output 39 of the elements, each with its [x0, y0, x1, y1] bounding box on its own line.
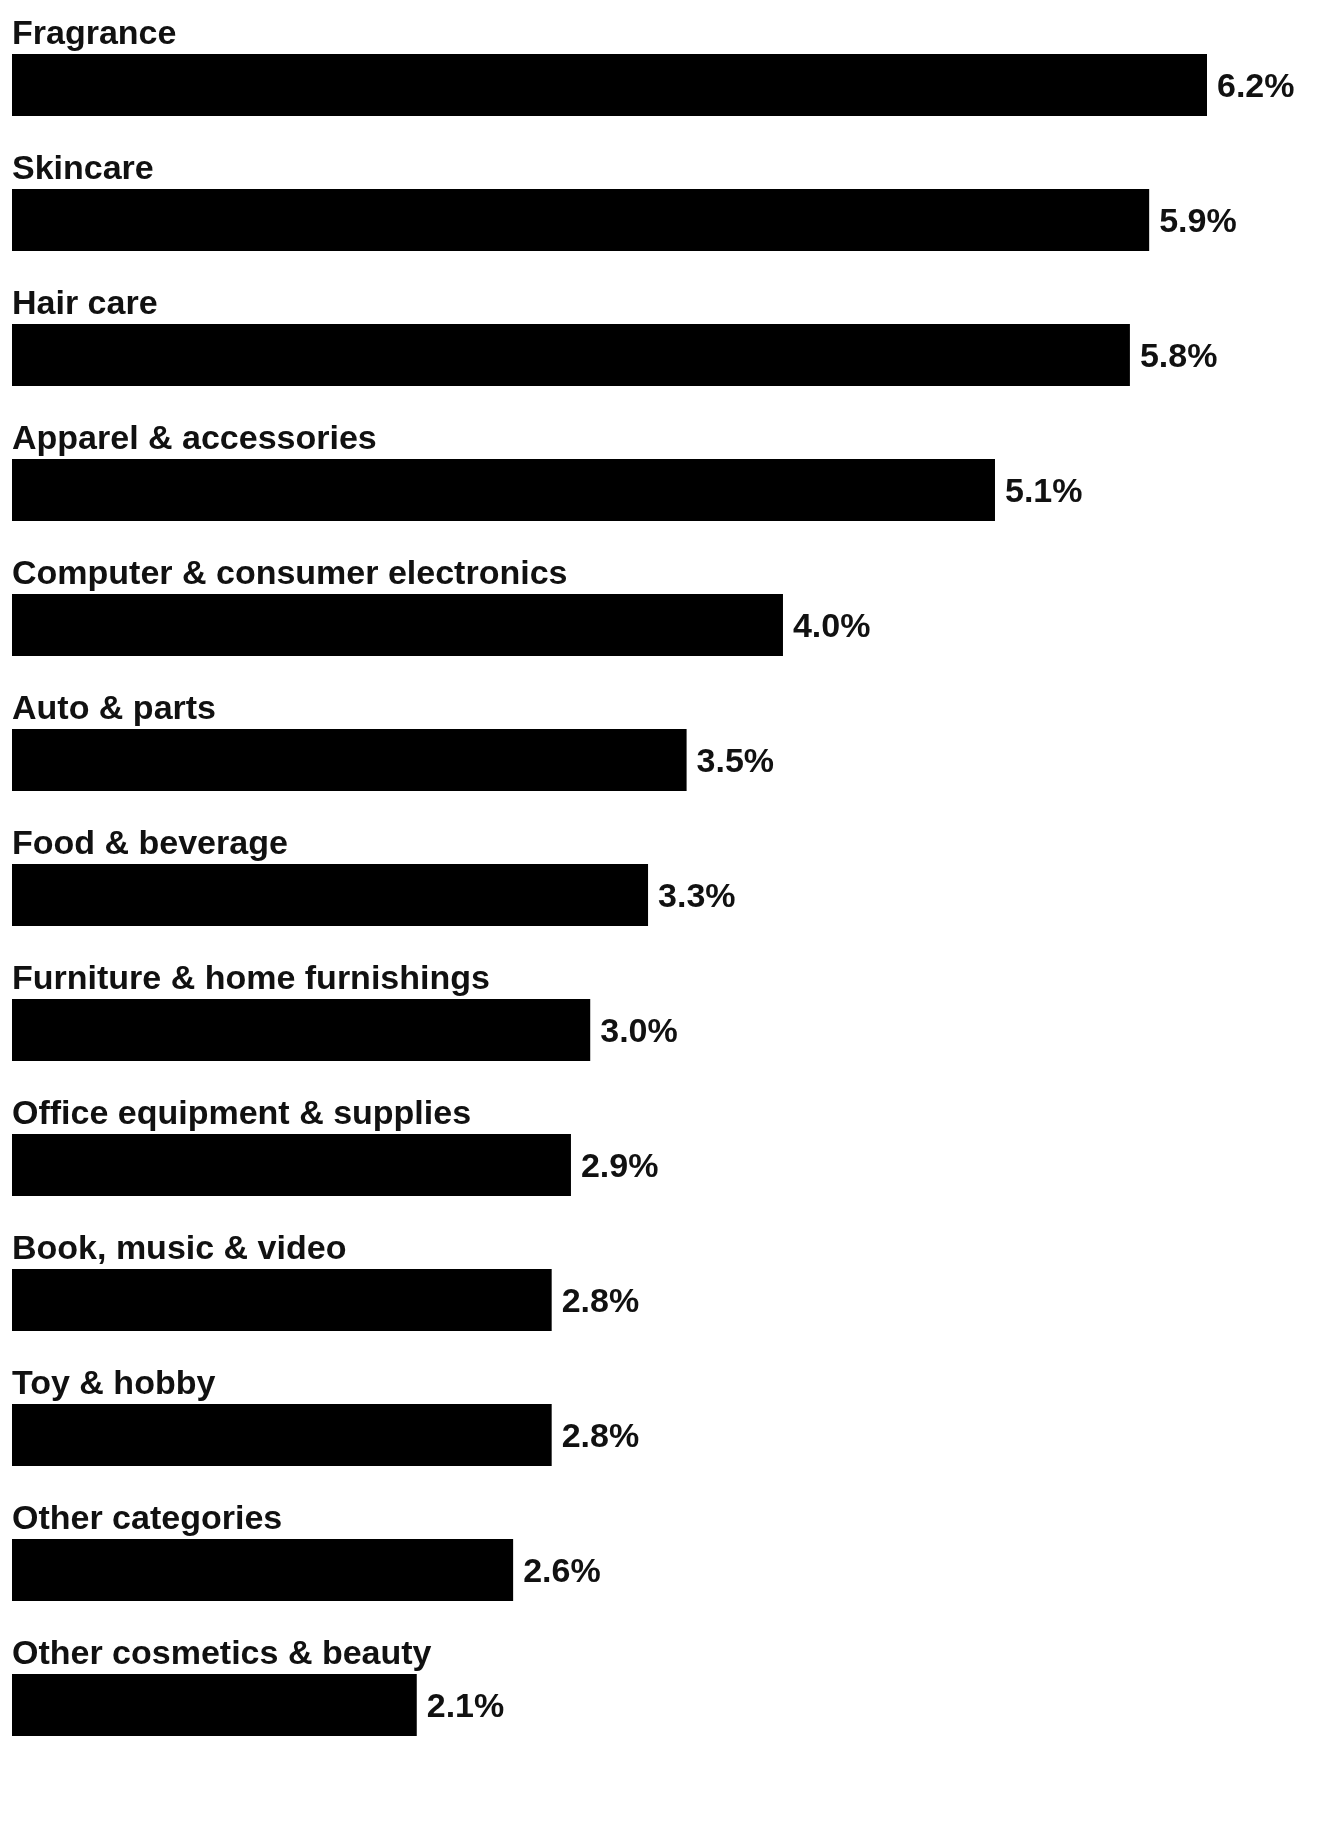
y-tick-label: Skincare: [12, 148, 154, 186]
data-label: 5.8%: [1139, 336, 1218, 374]
y-tick-label: Furniture & home furnishings: [12, 958, 490, 996]
y-tick-label: Computer & consumer electronics: [12, 553, 568, 591]
bar: [12, 1539, 514, 1601]
y-tick-label: Book, music & video: [12, 1228, 347, 1266]
data-label: 5.1%: [1004, 471, 1083, 509]
data-label: 5.9%: [1159, 201, 1237, 239]
bar: [12, 189, 1150, 251]
data-label: 3.0%: [600, 1011, 678, 1049]
data-label: 2.8%: [561, 1416, 640, 1454]
y-tick-label: Apparel & accessories: [12, 418, 377, 456]
data-label: 3.5%: [696, 741, 775, 779]
y-tick-label: Fragrance: [12, 13, 177, 51]
y-tick-label: Toy & hobby: [12, 1363, 216, 1401]
bar: [12, 864, 649, 926]
data-label: 4.0%: [792, 606, 871, 644]
bar: [12, 1134, 571, 1196]
bar: [12, 54, 1207, 116]
data-label: 2.9%: [580, 1146, 659, 1184]
bar: [12, 729, 687, 791]
y-tick-label: Hair care: [12, 283, 158, 321]
bar: [12, 324, 1130, 386]
y-tick-label: Food & beverage: [12, 823, 288, 861]
data-label: 2.8%: [561, 1281, 640, 1319]
data-label: 3.3%: [658, 876, 736, 914]
y-tick-label: Auto & parts: [12, 688, 216, 726]
y-tick-label: Other categories: [12, 1498, 283, 1536]
bar: [12, 1404, 552, 1466]
data-label: 2.1%: [426, 1686, 505, 1724]
bar: [12, 594, 783, 656]
bar: [12, 1674, 417, 1736]
y-tick-label: Other cosmetics & beauty: [12, 1633, 432, 1671]
data-label: 6.2%: [1217, 66, 1295, 104]
bar: [12, 999, 591, 1061]
data-label: 2.6%: [523, 1551, 601, 1589]
y-tick-label: Office equipment & supplies: [12, 1093, 472, 1131]
bar: [12, 459, 995, 521]
bar: [12, 1269, 552, 1331]
